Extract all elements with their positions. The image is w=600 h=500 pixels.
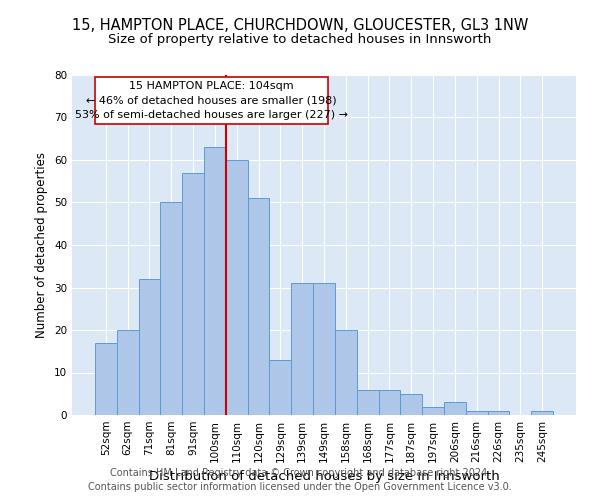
Text: Contains HM Land Registry data © Crown copyright and database right 2024.
Contai: Contains HM Land Registry data © Crown c…: [88, 468, 512, 492]
Bar: [248, 198, 269, 415]
Bar: [531, 411, 553, 415]
Text: 15 HAMPTON PLACE: 104sqm
← 46% of detached houses are smaller (198)
53% of semi-: 15 HAMPTON PLACE: 104sqm ← 46% of detach…: [75, 80, 348, 120]
Bar: [313, 283, 335, 415]
Bar: [226, 160, 248, 415]
Bar: [422, 406, 444, 415]
Bar: [488, 411, 509, 415]
Bar: [182, 172, 204, 415]
Bar: [379, 390, 400, 415]
X-axis label: Distribution of detached houses by size in Innsworth: Distribution of detached houses by size …: [149, 470, 499, 484]
Bar: [160, 202, 182, 415]
Bar: [357, 390, 379, 415]
Bar: [466, 411, 488, 415]
Bar: [139, 279, 160, 415]
Bar: [95, 343, 117, 415]
Bar: [291, 283, 313, 415]
Y-axis label: Number of detached properties: Number of detached properties: [35, 152, 49, 338]
Text: Size of property relative to detached houses in Innsworth: Size of property relative to detached ho…: [109, 32, 491, 46]
Bar: [204, 147, 226, 415]
Bar: [335, 330, 357, 415]
Bar: [269, 360, 291, 415]
Bar: [444, 402, 466, 415]
FancyBboxPatch shape: [95, 77, 328, 124]
Bar: [400, 394, 422, 415]
Text: 15, HAMPTON PLACE, CHURCHDOWN, GLOUCESTER, GL3 1NW: 15, HAMPTON PLACE, CHURCHDOWN, GLOUCESTE…: [72, 18, 528, 32]
Bar: [117, 330, 139, 415]
